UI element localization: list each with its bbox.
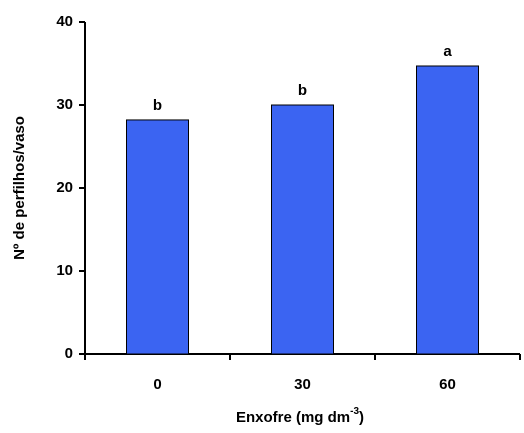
x-tick-label: 30 <box>294 376 311 393</box>
x-axis-label-suffix: ) <box>359 409 364 426</box>
x-axis-label-text: Enxofre (mg dm <box>236 409 350 426</box>
y-tick-label: 10 <box>56 262 73 279</box>
bar-annotation: a <box>443 43 452 60</box>
y-tick-label: 0 <box>65 345 73 362</box>
x-tick-label: 60 <box>439 376 456 393</box>
y-tick-label: 30 <box>56 96 73 113</box>
x-axis-label-superscript: -3 <box>350 406 359 417</box>
y-tick-label: 20 <box>56 179 73 196</box>
y-tick-label: 40 <box>56 13 73 30</box>
x-tick-label: 0 <box>153 376 161 393</box>
bar <box>416 65 479 355</box>
x-axis-label: Enxofre (mg dm-3) <box>236 406 364 426</box>
bar <box>126 119 189 355</box>
bar-annotation: b <box>153 97 162 114</box>
y-axis-label: Nº de perfilhos/vaso <box>11 116 28 260</box>
bar <box>271 104 334 355</box>
bar-annotation: b <box>298 82 307 99</box>
